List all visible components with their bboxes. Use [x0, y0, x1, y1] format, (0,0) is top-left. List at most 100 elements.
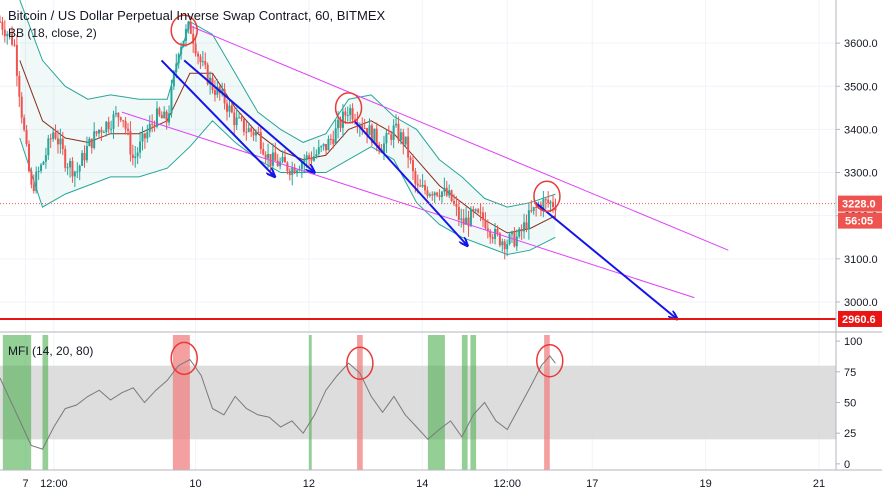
candle-body [373, 128, 376, 143]
candle-body [155, 108, 158, 127]
candle-body [182, 40, 185, 47]
mfi-indicator-label[interactable]: MFI (14, 20, 80) [8, 344, 93, 358]
candle-body [329, 138, 332, 140]
candle-body [489, 231, 492, 238]
candle-body [119, 117, 122, 121]
candle-body [438, 195, 441, 198]
candle-body [518, 228, 521, 237]
x-tick-label: 12:00 [494, 478, 522, 490]
candle-body [201, 61, 204, 63]
candle-body [308, 155, 311, 158]
candle-body [317, 147, 320, 154]
main-grid [0, 0, 836, 470]
candle-body [491, 237, 494, 239]
candle-body [107, 121, 110, 129]
candle-body [453, 201, 456, 204]
y-tick-label: 3300.0 [844, 168, 878, 180]
candle-body [370, 125, 373, 143]
candle-body [25, 129, 28, 145]
candle-body [440, 191, 443, 198]
candle-body [204, 61, 207, 65]
candle-body [411, 160, 414, 172]
candle-body [153, 124, 156, 127]
candle-body [457, 206, 460, 220]
mfi-tick-label: 0 [844, 459, 850, 471]
candle-body [216, 86, 219, 95]
candle-body [184, 29, 187, 41]
candle-body [15, 45, 18, 76]
x-tick-label: 21 [813, 478, 825, 490]
candle-body [450, 190, 453, 202]
candle-body [395, 123, 398, 126]
mfi-band [0, 365, 836, 440]
candle-body [286, 162, 289, 171]
candle-body [168, 113, 171, 123]
candle-body [281, 156, 284, 162]
channel-line [189, 25, 729, 251]
candle-body [310, 157, 313, 161]
candle-body [32, 184, 35, 192]
candle-body [139, 141, 142, 153]
bb-indicator-label[interactable]: BB (18, close, 2) [8, 26, 97, 40]
candle-body [399, 132, 402, 141]
candle-body [515, 236, 518, 247]
candle-body [368, 125, 371, 136]
candle-body [0, 21, 1, 23]
y-tick-label: 3000.0 [844, 297, 878, 309]
highlight-circle [533, 180, 561, 213]
candle-body [230, 105, 233, 113]
candle-body [6, 34, 9, 37]
candle-body [52, 132, 55, 140]
mfi-highlight-circle [346, 346, 374, 380]
candle-body [325, 143, 328, 151]
candle-body [477, 209, 480, 213]
y-tick-label: 3500.0 [844, 81, 878, 93]
candle-body [426, 190, 429, 196]
candle-body [455, 203, 458, 207]
candle-body [114, 112, 117, 115]
candle-body [1, 21, 4, 30]
candle-body [293, 167, 296, 174]
candle-body [375, 128, 378, 145]
candle-body [254, 131, 257, 136]
x-tick-label: 10 [189, 478, 201, 490]
mfi-overbought-zone [357, 335, 363, 470]
candle-body [479, 212, 482, 214]
candle-body [402, 132, 405, 145]
candle-body [158, 108, 161, 115]
candle-body [467, 217, 470, 227]
candle-body [264, 154, 267, 159]
candle-body [300, 162, 303, 170]
bb-fill [19, 0, 556, 255]
candle-body [271, 152, 274, 166]
candle-body [407, 136, 410, 158]
candle-body [448, 190, 451, 196]
candle-body [27, 144, 30, 172]
candle-body [59, 138, 62, 145]
candle-body [98, 129, 101, 134]
candle-body [520, 228, 523, 232]
candle-body [105, 121, 108, 133]
bb-upper-line [19, 0, 556, 208]
candle-body [527, 210, 530, 230]
candle-body [363, 127, 366, 129]
candle-body [146, 131, 149, 139]
candle-body [76, 171, 79, 173]
candle-body [361, 125, 364, 128]
mfi-oversold-zone [308, 335, 312, 470]
candle-body [334, 128, 337, 144]
candle-body [503, 241, 506, 250]
highlight-circle [334, 92, 363, 124]
candle-body [481, 212, 484, 220]
candle-body [530, 210, 533, 212]
mfi-overbought-zone [172, 335, 190, 470]
candle-body [226, 103, 229, 112]
candle-body [206, 64, 209, 85]
candle-body [404, 136, 407, 145]
candle-body [443, 187, 446, 192]
candle-body [428, 194, 431, 196]
last-price-badge [838, 195, 882, 212]
candle-body [228, 105, 231, 112]
